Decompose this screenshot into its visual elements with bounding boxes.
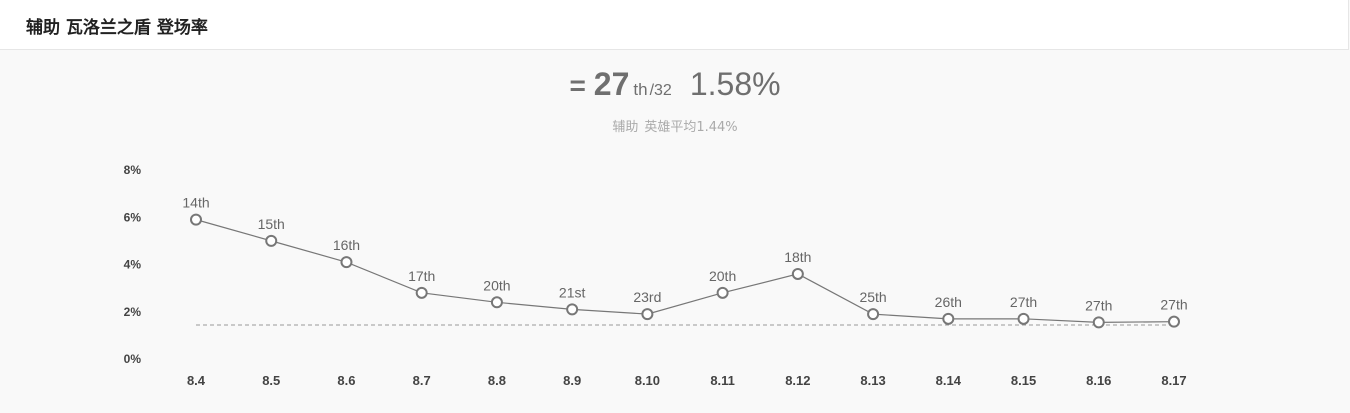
x-tick-label: 8.7 <box>413 373 431 388</box>
data-point[interactable] <box>341 257 351 267</box>
data-point[interactable] <box>642 309 652 319</box>
data-point[interactable] <box>868 309 878 319</box>
data-point[interactable] <box>1169 317 1179 327</box>
data-point[interactable] <box>567 304 577 314</box>
x-tick-label: 8.10 <box>635 373 660 388</box>
x-tick-label: 8.5 <box>262 373 280 388</box>
x-tick-label: 8.9 <box>563 373 581 388</box>
data-points <box>191 215 1179 328</box>
data-point[interactable] <box>1094 317 1104 327</box>
y-axis: 0% 2% 4% 6% 8% <box>124 163 142 366</box>
data-point[interactable] <box>417 288 427 298</box>
point-rank-label: 26th <box>935 294 962 310</box>
y-tick-label: 6% <box>124 210 142 224</box>
data-point[interactable] <box>793 269 803 279</box>
y-tick-label: 2% <box>124 305 142 319</box>
x-tick-label: 8.14 <box>936 373 962 388</box>
x-axis: 8.4 8.5 8.6 8.7 8.8 8.9 8.10 8.11 8.12 8.13 8.14 8.… <box>187 373 1187 388</box>
data-point[interactable] <box>191 215 201 225</box>
x-tick-label: 8.17 <box>1161 373 1186 388</box>
point-rank-label: 27th <box>1160 297 1187 313</box>
data-point[interactable] <box>492 297 502 307</box>
point-rank-label: 17th <box>408 268 435 284</box>
point-rank-label: 18th <box>784 249 811 265</box>
y-tick-label: 0% <box>124 352 142 366</box>
point-rank-label: 25th <box>859 289 886 305</box>
point-rank-label: 21st <box>559 284 586 300</box>
data-point[interactable] <box>1019 314 1029 324</box>
data-point[interactable] <box>943 314 953 324</box>
x-tick-label: 8.13 <box>860 373 885 388</box>
x-tick-label: 8.4 <box>187 373 206 388</box>
point-rank-label: 20th <box>709 268 736 284</box>
point-rank-label: 15th <box>258 216 285 232</box>
y-tick-label: 8% <box>124 163 142 177</box>
x-tick-label: 8.6 <box>337 373 355 388</box>
x-tick-label: 8.8 <box>488 373 506 388</box>
data-point[interactable] <box>266 236 276 246</box>
point-rank-label: 14th <box>182 195 209 211</box>
y-tick-label: 4% <box>124 258 142 272</box>
point-labels: 14th 15th 16th 17th 20th 21st 23rd 20th 18th 25th… <box>182 195 1187 314</box>
point-rank-label: 27th <box>1085 297 1112 313</box>
x-tick-label: 8.15 <box>1011 373 1036 388</box>
point-rank-label: 23rd <box>633 289 661 305</box>
point-rank-label: 20th <box>483 277 510 293</box>
point-rank-label: 16th <box>333 237 360 253</box>
x-tick-label: 8.12 <box>785 373 810 388</box>
point-rank-label: 27th <box>1010 294 1037 310</box>
x-tick-label: 8.16 <box>1086 373 1111 388</box>
data-point[interactable] <box>718 288 728 298</box>
x-tick-label: 8.11 <box>710 373 735 388</box>
